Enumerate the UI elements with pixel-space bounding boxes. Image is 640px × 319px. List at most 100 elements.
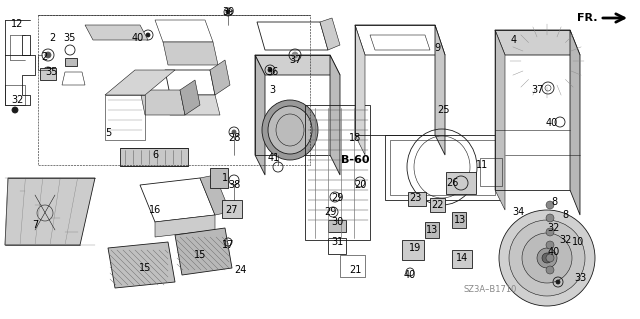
Text: 24: 24 [234,265,246,275]
Polygon shape [255,55,265,175]
Text: 5: 5 [105,128,111,138]
Text: 7: 7 [32,220,38,230]
Bar [328,238,346,254]
Text: 8: 8 [562,210,568,220]
Ellipse shape [268,106,312,154]
Text: 32: 32 [11,95,23,105]
Text: 33: 33 [574,273,586,283]
Text: 34: 34 [512,207,524,217]
Text: 29: 29 [331,193,343,203]
Circle shape [546,241,554,249]
Bar [120,148,188,166]
Text: 32: 32 [548,223,560,233]
Text: 30: 30 [331,217,343,227]
Bar [452,250,472,268]
Circle shape [499,210,595,306]
Polygon shape [180,80,200,115]
Text: 18: 18 [349,133,361,143]
Text: 25: 25 [436,105,449,115]
Bar [210,168,228,188]
Text: 15: 15 [139,263,151,273]
Text: 4: 4 [511,35,517,45]
Polygon shape [40,68,56,80]
Circle shape [537,248,557,268]
Circle shape [546,214,554,222]
Polygon shape [85,25,148,40]
Text: 32: 32 [559,235,571,245]
Bar [305,105,370,240]
Text: 6: 6 [152,150,158,160]
Polygon shape [165,95,220,115]
Text: 40: 40 [404,270,416,280]
Text: 41: 41 [268,153,280,163]
Polygon shape [163,42,218,65]
Text: 36: 36 [266,67,278,77]
Text: 2: 2 [49,33,55,43]
Text: 19: 19 [409,243,421,253]
Text: 10: 10 [572,237,584,247]
Text: 37: 37 [290,55,302,65]
Bar [340,255,365,277]
Circle shape [146,33,150,37]
Circle shape [556,280,560,284]
Polygon shape [355,25,365,155]
Text: 29: 29 [324,207,336,217]
Polygon shape [495,30,505,210]
Polygon shape [255,55,340,75]
Circle shape [546,228,554,236]
Text: 2: 2 [41,52,47,62]
Text: SZ3A–B1710: SZ3A–B1710 [463,286,516,294]
Text: 17: 17 [222,240,234,250]
Circle shape [268,68,272,72]
Bar [430,198,445,212]
Circle shape [546,201,554,209]
Polygon shape [210,60,230,95]
Circle shape [522,233,572,283]
Circle shape [292,52,298,58]
Polygon shape [155,215,215,237]
Circle shape [45,52,51,58]
Text: 13: 13 [426,225,438,235]
Bar [425,222,439,238]
Text: 9: 9 [434,43,440,53]
Text: 31: 31 [331,237,343,247]
Text: 27: 27 [226,205,238,215]
Circle shape [546,266,554,274]
Circle shape [12,107,18,113]
Polygon shape [140,90,185,115]
Bar [480,158,502,186]
Bar [222,200,242,218]
Text: 12: 12 [11,19,23,29]
Polygon shape [570,30,580,215]
Circle shape [542,253,552,263]
Text: 1: 1 [222,173,228,183]
Polygon shape [495,30,580,55]
Text: 22: 22 [431,200,444,210]
Circle shape [226,10,230,14]
Text: 37: 37 [532,85,544,95]
Bar [452,212,466,228]
Bar [328,220,346,232]
Text: 39: 39 [222,7,234,17]
Text: 3: 3 [269,85,275,95]
Text: 40: 40 [132,33,144,43]
Text: 11: 11 [476,160,488,170]
Polygon shape [5,178,95,245]
Text: 40: 40 [546,118,558,128]
Ellipse shape [262,100,318,160]
Bar [408,192,426,206]
Text: FR.: FR. [577,13,597,23]
Text: 21: 21 [349,265,361,275]
Bar [65,58,77,66]
Text: 16: 16 [149,205,161,215]
Bar [446,172,476,194]
Circle shape [509,220,585,296]
Text: 20: 20 [354,180,366,190]
Text: 38: 38 [228,180,240,190]
Text: 14: 14 [456,253,468,263]
Polygon shape [330,55,340,175]
Text: 40: 40 [548,247,560,257]
Bar [402,240,424,260]
Polygon shape [320,18,340,50]
Circle shape [232,130,236,134]
